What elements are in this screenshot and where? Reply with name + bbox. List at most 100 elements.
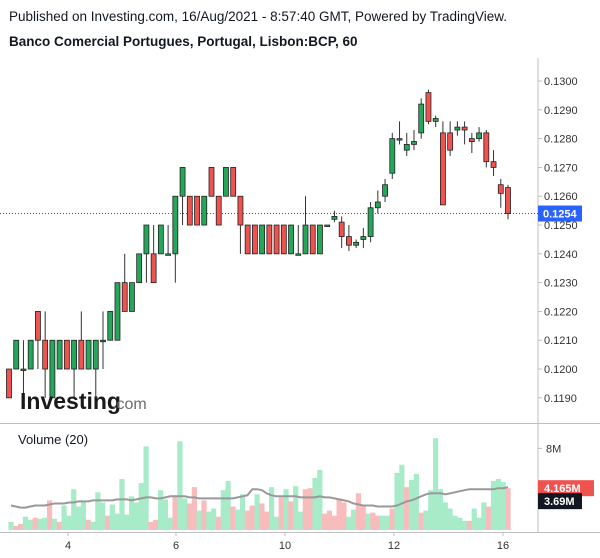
candle	[367, 202, 374, 243]
candle-body	[483, 132, 490, 163]
volume-bar	[293, 486, 299, 530]
candle-body	[237, 195, 244, 226]
volume-bar	[273, 516, 279, 530]
volume-bar	[452, 515, 458, 530]
candle	[331, 210, 338, 223]
volume-bar	[307, 488, 313, 530]
candle	[454, 121, 461, 136]
candle-body	[6, 368, 12, 399]
volume-bar	[100, 502, 106, 530]
candle	[143, 224, 150, 283]
volume-bar	[133, 502, 140, 530]
candle-body	[136, 253, 143, 284]
candle-body	[179, 167, 186, 197]
last-volume-label: 4.165M	[544, 483, 581, 495]
candle-body	[403, 143, 410, 151]
volume-bar	[196, 510, 202, 530]
volume-bar	[56, 521, 62, 530]
candle-body	[78, 339, 85, 370]
volume-bar	[278, 497, 284, 530]
volume-bar	[32, 517, 38, 530]
volume-bar	[138, 483, 144, 530]
volume-bar	[211, 508, 217, 530]
candle-body	[157, 224, 164, 255]
published-caption: Published on Investing.com, 16/Aug/2021 …	[9, 9, 508, 24]
time-tick-label: 6	[173, 540, 179, 552]
price-tick-label: 0.1230	[544, 278, 578, 290]
price-tick-label: 0.1200	[544, 364, 578, 376]
volume-bar	[423, 510, 429, 530]
candle	[172, 195, 179, 283]
candle	[27, 339, 34, 370]
volume-bar	[206, 511, 212, 530]
volume-bar	[47, 500, 53, 530]
investing-watermark: Investing .com	[20, 388, 147, 414]
volume-bar	[215, 516, 222, 530]
volume-bar	[119, 479, 125, 530]
candle	[63, 339, 70, 370]
candle	[251, 224, 258, 255]
volume-bar	[148, 521, 154, 530]
candle	[324, 224, 331, 227]
volume-bar	[331, 515, 337, 530]
volume-ma-badge	[538, 493, 582, 510]
candle-body	[230, 167, 237, 197]
candle-body	[389, 138, 396, 174]
volume-bar	[370, 512, 376, 530]
volume-bar	[404, 487, 410, 530]
candle-body	[280, 224, 287, 255]
time-tick-label: 10	[279, 540, 291, 552]
candle-body	[143, 224, 150, 255]
volume-bars	[8, 438, 511, 530]
candle	[468, 132, 475, 154]
candle	[483, 130, 490, 168]
candle	[223, 167, 229, 197]
candle-body	[454, 126, 461, 131]
candle-body	[208, 167, 215, 197]
volume-bar	[433, 438, 439, 530]
price-axis: 0.13000.12900.12800.12700.12600.12500.12…	[0, 76, 578, 405]
candle-body	[42, 339, 49, 370]
candle	[266, 224, 273, 255]
candle	[374, 190, 381, 214]
volume-bar	[22, 516, 29, 530]
candle	[389, 132, 396, 179]
candle-body	[114, 282, 121, 341]
volume-bar	[104, 515, 111, 530]
volume-bar	[490, 481, 497, 530]
volume-bar	[153, 519, 159, 530]
last-volume-badge	[538, 480, 594, 497]
candle-body	[338, 221, 345, 237]
volume-bar	[90, 521, 96, 530]
candle-body	[367, 207, 374, 237]
candle	[461, 121, 468, 145]
candle-body	[288, 224, 294, 255]
candle	[157, 224, 164, 255]
candle	[42, 311, 49, 398]
candle	[345, 225, 352, 251]
candle-body	[244, 224, 251, 255]
candle	[215, 195, 222, 226]
candle	[505, 184, 511, 220]
candle-body	[432, 118, 439, 122]
candle	[295, 225, 302, 256]
volume-bar	[109, 504, 115, 530]
candle	[338, 216, 345, 249]
candle	[194, 195, 200, 226]
candle	[411, 130, 417, 151]
volume-bar	[254, 494, 260, 530]
candle-body	[63, 339, 70, 370]
volume-bar	[360, 505, 366, 530]
candle-body	[107, 311, 114, 341]
volume-bar	[442, 502, 448, 530]
volume-bar	[302, 489, 308, 530]
volume-bar	[379, 515, 386, 530]
volume-title: Volume (20)	[18, 432, 88, 447]
candle-body	[121, 282, 128, 312]
candle-body	[411, 141, 417, 145]
candle-body	[92, 339, 99, 370]
candle-body	[35, 311, 41, 341]
volume-bar	[95, 492, 101, 530]
chart-title: Banco Comercial Portugues, Portugal, Lis…	[9, 34, 358, 49]
